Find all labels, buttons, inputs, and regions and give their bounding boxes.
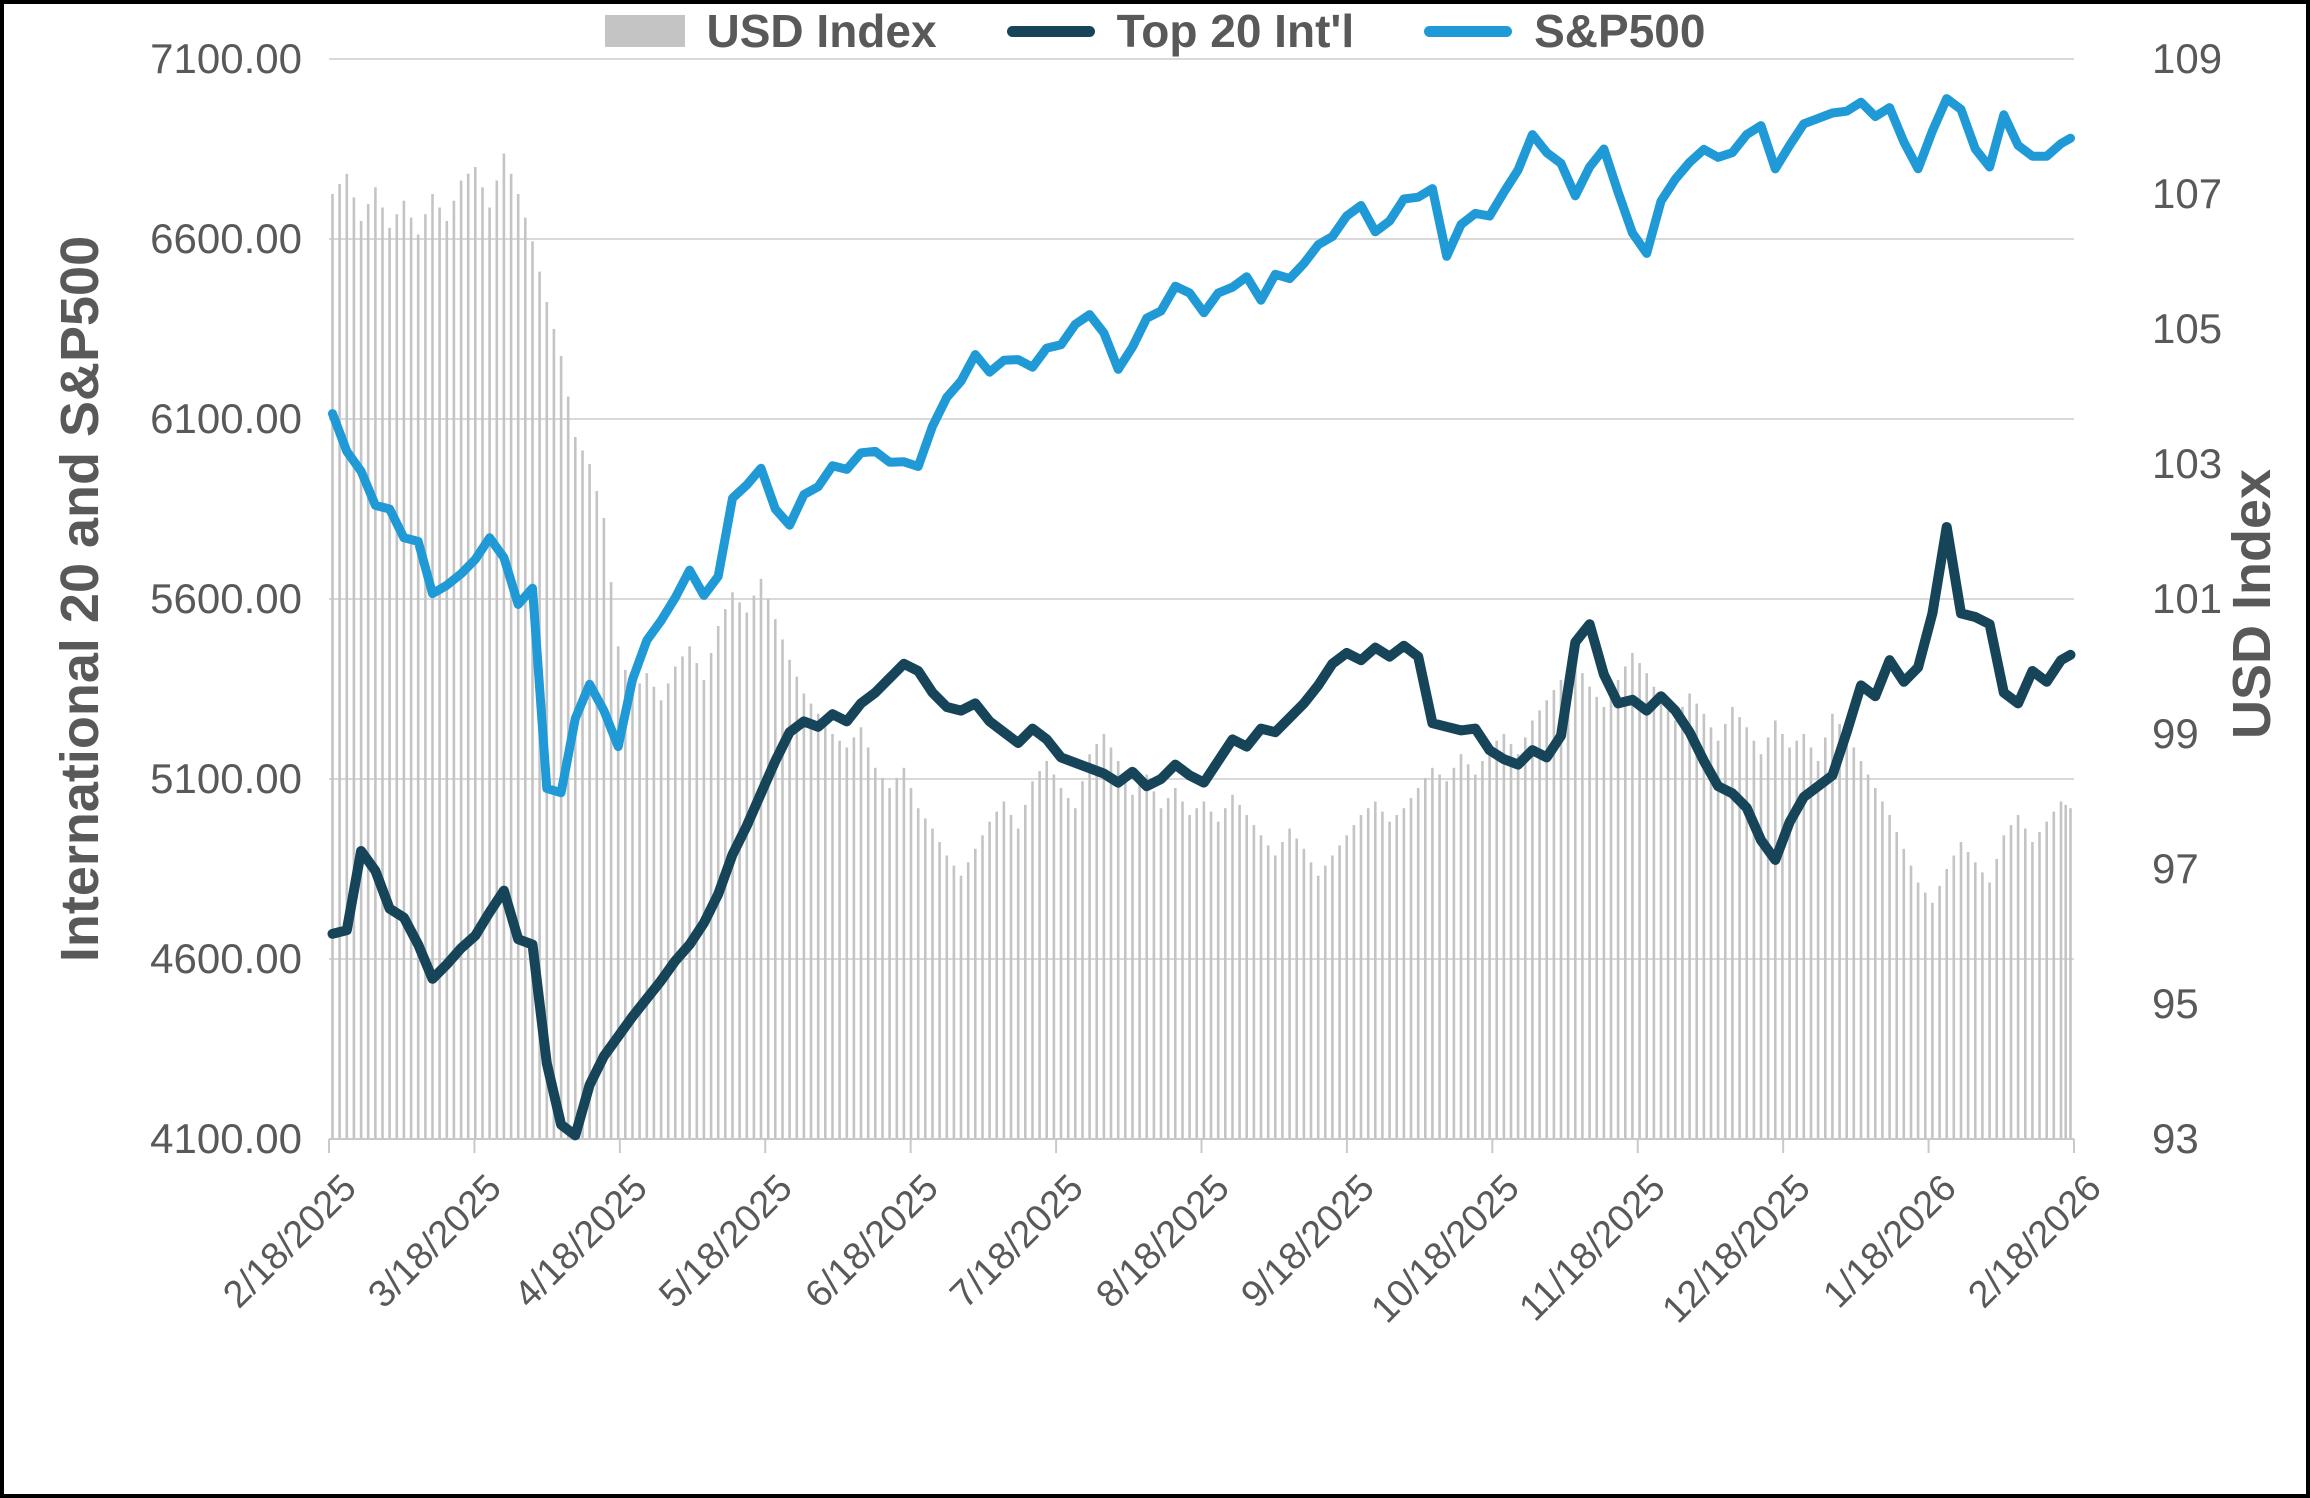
- legend-item-top20: Top 20 Int'l: [1006, 4, 1355, 58]
- legend-label: USD Index: [706, 5, 937, 57]
- x-axis: [328, 1138, 2075, 1153]
- right-axis-tick-label: 97: [2152, 845, 2199, 892]
- legend: USD Index Top 20 Int'l S&P500: [4, 4, 2306, 58]
- right-axis-tick-label: 105: [2152, 305, 2223, 352]
- left-axis-title: International 20 and S&P500: [50, 235, 110, 963]
- right-axis-tick-label: 103: [2152, 440, 2223, 487]
- top20-swatch: [1006, 25, 1095, 37]
- right-axis-tick-label: 99: [2152, 710, 2199, 757]
- left-axis-tick-label: 6100.00: [150, 395, 302, 442]
- left-axis-tick-label: 5100.00: [150, 755, 302, 802]
- left-axis-tick-label: 6600.00: [150, 215, 302, 262]
- top20-intl-line: [327, 522, 2076, 1141]
- legend-item-usd-index: USD Index: [604, 4, 937, 58]
- plot-area: [327, 58, 2076, 1153]
- left-axis-tick-label: 5600.00: [150, 575, 302, 622]
- right-axis-tick-label: 95: [2152, 980, 2199, 1027]
- legend-item-sp500: S&P500: [1424, 4, 1705, 58]
- right-axis-tick-label: 93: [2152, 1115, 2199, 1162]
- right-axis-tick-label: 107: [2152, 170, 2223, 217]
- legend-label: Top 20 Int'l: [1116, 5, 1355, 57]
- usd-index-bars: [331, 153, 2072, 1140]
- right-axis-tick-label: 109: [2152, 35, 2223, 82]
- right-axis-tick-label: 101: [2152, 575, 2223, 622]
- usd-index-swatch: [604, 15, 685, 47]
- left-axis-tick-label: 7100.00: [150, 35, 302, 82]
- left-axis-tick-label: 4100.00: [150, 1115, 302, 1162]
- sp500-line: [328, 94, 2075, 798]
- sp500-swatch: [1424, 25, 1513, 37]
- left-axis-tick-label: 4600.00: [150, 935, 302, 982]
- legend-label: S&P500: [1534, 5, 1706, 57]
- right-axis-title: USD Index: [2222, 468, 2282, 740]
